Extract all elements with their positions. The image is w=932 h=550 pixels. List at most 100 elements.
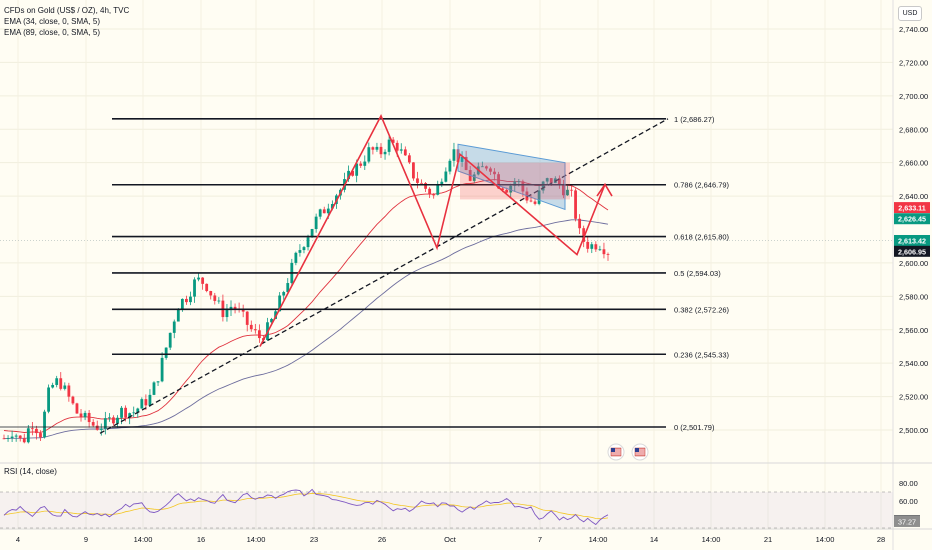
candle[interactable]: [51, 384, 55, 388]
candle[interactable]: [302, 247, 306, 251]
candle[interactable]: [79, 413, 83, 418]
candle[interactable]: [464, 156, 468, 171]
candle[interactable]: [424, 183, 427, 189]
candle[interactable]: [294, 252, 298, 263]
candle[interactable]: [387, 139, 391, 152]
candle[interactable]: [460, 156, 464, 162]
candle[interactable]: [233, 306, 237, 309]
candle[interactable]: [420, 182, 423, 184]
candle[interactable]: [249, 324, 253, 330]
candle[interactable]: [22, 438, 26, 443]
candle[interactable]: [359, 163, 363, 166]
candle[interactable]: [229, 306, 233, 311]
candle[interactable]: [156, 381, 160, 383]
candle[interactable]: [95, 425, 99, 430]
candle[interactable]: [205, 283, 209, 292]
candle[interactable]: [391, 139, 395, 143]
candle[interactable]: [407, 155, 411, 163]
candle[interactable]: [87, 412, 91, 423]
rsi-pane[interactable]: [0, 488, 893, 529]
candle[interactable]: [189, 296, 192, 303]
candle[interactable]: [472, 174, 476, 181]
candle[interactable]: [444, 171, 448, 182]
candle[interactable]: [371, 147, 375, 150]
candle[interactable]: [578, 218, 582, 229]
candle[interactable]: [570, 189, 573, 191]
candle[interactable]: [395, 142, 399, 151]
candle[interactable]: [517, 181, 521, 183]
candle[interactable]: [310, 229, 314, 238]
candle[interactable]: [75, 403, 79, 414]
candle[interactable]: [480, 166, 484, 168]
candle[interactable]: [557, 178, 561, 186]
candle[interactable]: [152, 382, 156, 395]
candle[interactable]: [35, 428, 38, 434]
candle[interactable]: [43, 411, 46, 438]
event-icons[interactable]: [607, 443, 649, 461]
candle[interactable]: [606, 254, 610, 255]
candle[interactable]: [241, 308, 245, 312]
candle[interactable]: [18, 435, 22, 439]
candle[interactable]: [330, 203, 334, 209]
candle[interactable]: [533, 201, 537, 204]
candle[interactable]: [193, 279, 196, 297]
candle[interactable]: [10, 436, 14, 439]
candle[interactable]: [562, 185, 565, 196]
candle[interactable]: [566, 189, 569, 196]
candle[interactable]: [403, 149, 407, 156]
candle[interactable]: [63, 385, 67, 389]
candle[interactable]: [436, 184, 440, 195]
candle[interactable]: [39, 433, 42, 438]
candle[interactable]: [103, 418, 107, 429]
candle[interactable]: [493, 171, 496, 175]
candle[interactable]: [399, 149, 403, 151]
symbol-title[interactable]: CFDs on Gold (US$ / OZ), 4h, TVC: [4, 6, 130, 15]
candle[interactable]: [432, 194, 436, 196]
candle[interactable]: [428, 188, 432, 195]
ema-89-legend[interactable]: EMA (89, close, 0, SMA, 5): [4, 28, 101, 37]
candle[interactable]: [318, 209, 322, 217]
candle[interactable]: [282, 292, 286, 296]
candle[interactable]: [59, 378, 63, 389]
candle[interactable]: [209, 291, 213, 296]
candle[interactable]: [326, 208, 330, 214]
candle[interactable]: [245, 311, 249, 325]
candle[interactable]: [286, 283, 290, 293]
flag-us-icon[interactable]: [607, 443, 625, 461]
candle[interactable]: [314, 216, 318, 230]
candle[interactable]: [172, 321, 176, 333]
candle[interactable]: [367, 147, 371, 162]
candle[interactable]: [132, 412, 136, 414]
candle[interactable]: [448, 160, 452, 172]
fibonacci-retracement[interactable]: 1 (2,686.27) 0.786 (2,646.79) 0.618 (2,615…: [0, 115, 730, 432]
candle[interactable]: [545, 178, 549, 182]
candle[interactable]: [594, 244, 598, 250]
candle[interactable]: [501, 188, 505, 190]
candle[interactable]: [347, 170, 350, 180]
candle[interactable]: [140, 399, 144, 409]
candle[interactable]: [375, 146, 379, 150]
candle[interactable]: [128, 413, 132, 418]
candle[interactable]: [185, 298, 188, 303]
candle[interactable]: [452, 149, 456, 161]
candle[interactable]: [55, 378, 59, 385]
candle[interactable]: [47, 387, 50, 412]
currency-button[interactable]: USD: [898, 6, 922, 21]
candle[interactable]: [598, 249, 602, 251]
candle[interactable]: [497, 174, 500, 189]
candle[interactable]: [416, 178, 419, 183]
candle[interactable]: [586, 241, 590, 249]
pattern-drawings[interactable]: [99, 114, 669, 434]
candle[interactable]: [30, 428, 34, 430]
candle[interactable]: [180, 298, 184, 310]
candle[interactable]: [124, 407, 128, 418]
candle[interactable]: [253, 329, 257, 331]
ema-34-legend[interactable]: EMA (34, close, 0, SMA, 5): [4, 17, 101, 26]
candle[interactable]: [270, 318, 273, 323]
candle[interactable]: [484, 166, 488, 169]
candle[interactable]: [168, 332, 172, 348]
candle[interactable]: [541, 181, 545, 191]
candle[interactable]: [71, 396, 75, 404]
candle[interactable]: [379, 146, 383, 155]
